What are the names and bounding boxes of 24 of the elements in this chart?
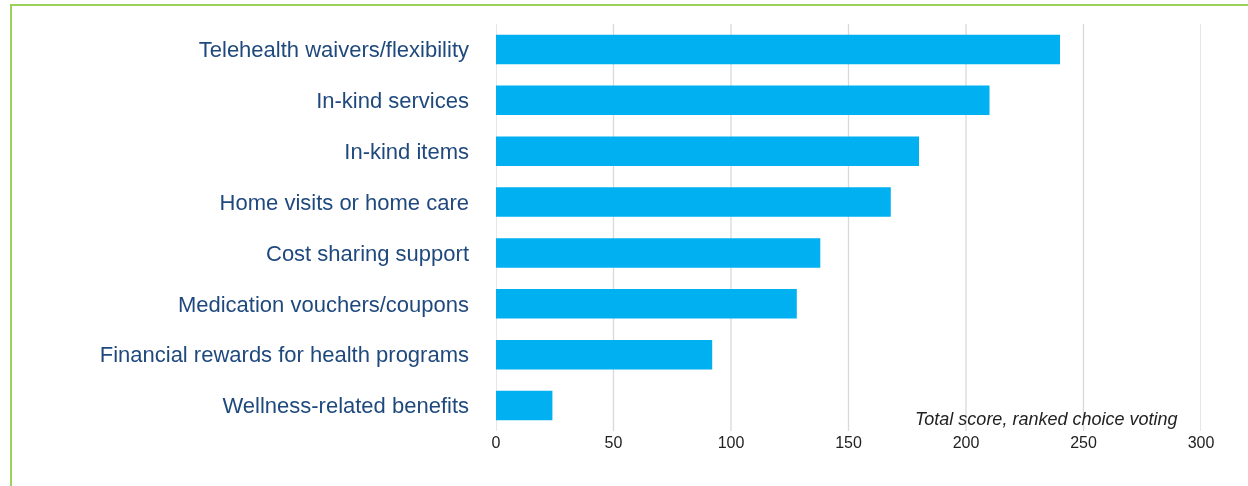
- y-tick-label: Cost sharing support: [266, 240, 469, 266]
- x-tick-label: 0: [491, 434, 501, 451]
- bar: [496, 289, 797, 319]
- y-tick-label: Wellness-related benefits: [222, 393, 469, 419]
- x-tick-label: 200: [952, 434, 980, 451]
- y-tick-label: In-kind items: [344, 138, 469, 164]
- bar: [496, 85, 990, 116]
- bar: [496, 136, 919, 166]
- y-tick-label: Home visits or home care: [219, 189, 469, 215]
- y-tick-label: Telehealth waivers/flexibility: [198, 37, 469, 63]
- bar: [496, 238, 821, 268]
- y-tick-label: Financial rewards for health programs: [99, 342, 469, 368]
- y-tick-label: In-kind services: [316, 88, 469, 114]
- bar: [496, 187, 891, 217]
- annotation: Total score, ranked choice voting: [915, 409, 1178, 429]
- y-tick-label: Medication vouchers/coupons: [177, 291, 469, 317]
- bar: [496, 34, 1060, 65]
- x-tick-label: 250: [1070, 434, 1097, 451]
- bar: [496, 390, 553, 421]
- x-tick-label: 100: [717, 434, 745, 451]
- x-tick-label: 50: [604, 434, 623, 451]
- x-tick-label: 150: [835, 434, 862, 451]
- x-tick-label: 300: [1187, 434, 1215, 451]
- bar: [496, 339, 713, 370]
